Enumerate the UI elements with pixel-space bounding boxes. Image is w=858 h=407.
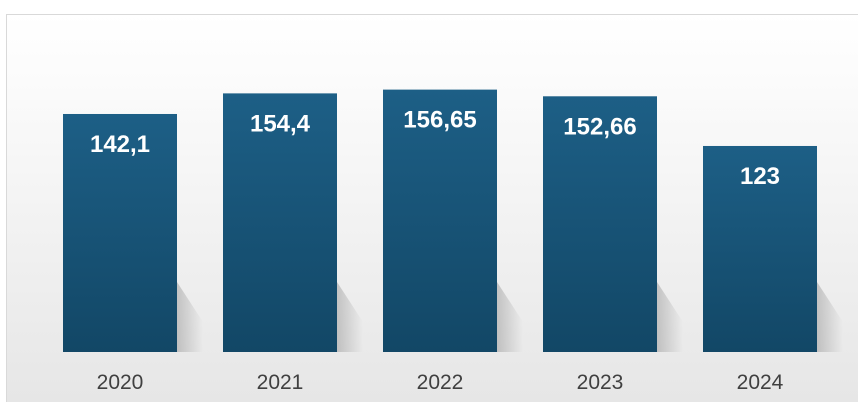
data-label-2022: 156,65 xyxy=(403,107,476,134)
bar-2022 xyxy=(383,89,497,352)
bar-shadow-2023 xyxy=(657,282,683,352)
x-tick-label-2024: 2024 xyxy=(737,371,784,394)
bar-2021 xyxy=(223,93,337,352)
x-tick-label-2022: 2022 xyxy=(417,371,464,394)
bar-2020 xyxy=(63,113,177,352)
data-label-2021: 154,4 xyxy=(250,110,311,137)
data-labels-layer: 142,1 154,4 156,65 152,66 123 xyxy=(90,107,780,190)
bar-shadow-2024 xyxy=(817,282,843,352)
x-tick-label-2021: 2021 xyxy=(257,371,304,394)
data-label-2023: 152,66 xyxy=(563,113,636,140)
bar-shadow-2020 xyxy=(177,282,203,352)
bars-layer xyxy=(63,89,843,353)
data-label-2024: 123 xyxy=(740,163,780,190)
bar-2023 xyxy=(543,96,657,353)
bar-shadow-2022 xyxy=(497,282,523,352)
x-tick-label-2023: 2023 xyxy=(577,371,624,394)
data-label-2020: 142,1 xyxy=(90,131,150,158)
bar-shadow-2021 xyxy=(337,282,363,352)
bar-2024 xyxy=(703,145,817,352)
x-tick-label-2020: 2020 xyxy=(97,371,144,394)
x-axis-tick-labels: 2020 2021 2022 2023 2024 xyxy=(97,371,784,394)
